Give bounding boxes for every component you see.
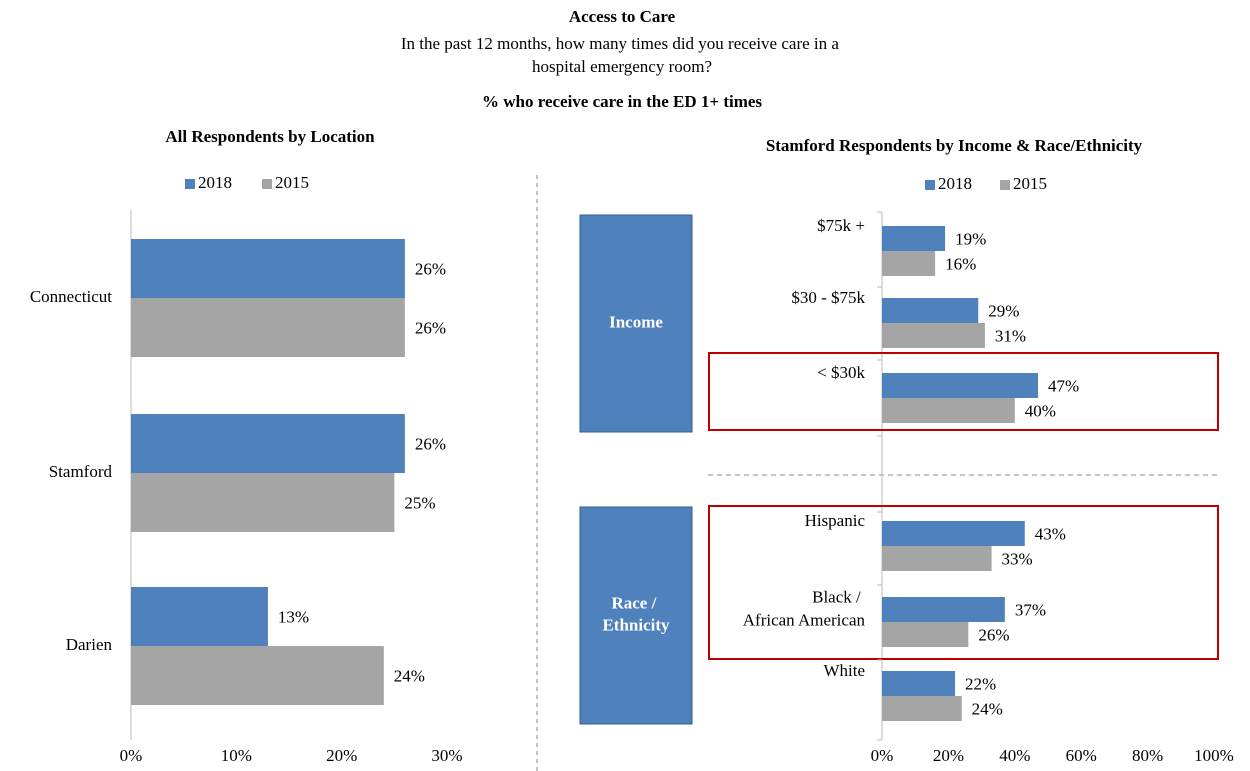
x-tick-label: 100% — [1194, 746, 1234, 765]
value-label: 33% — [1002, 549, 1033, 568]
category-label: White — [823, 661, 865, 680]
value-label: 16% — [945, 254, 976, 273]
value-label: 13% — [278, 607, 309, 626]
bar — [882, 298, 979, 323]
category-label: Hispanic — [805, 511, 866, 530]
bar — [882, 622, 969, 647]
bar — [882, 546, 992, 571]
bar — [882, 696, 962, 721]
category-label: Connecticut — [30, 287, 112, 306]
group-box — [579, 214, 693, 433]
value-label: 40% — [1025, 401, 1056, 420]
value-label: 26% — [415, 434, 446, 453]
highlight-box — [708, 352, 1219, 431]
legend-label: 2015 — [275, 173, 309, 192]
page-subtitle: In the past 12 months, how many times di… — [401, 34, 843, 76]
value-label: 43% — [1035, 524, 1066, 543]
legend-label: 2018 — [198, 173, 232, 192]
legend-label: 2015 — [1013, 174, 1047, 193]
value-label: 24% — [972, 699, 1003, 718]
category-label: < $30k — [817, 363, 865, 382]
page-title: Access to Care — [569, 7, 676, 26]
bar — [882, 373, 1039, 398]
legend-swatch — [925, 180, 935, 190]
bar — [131, 239, 405, 298]
x-tick-label: 10% — [221, 746, 252, 765]
x-tick-label: 20% — [933, 746, 964, 765]
bar — [882, 226, 946, 251]
value-label: 29% — [988, 301, 1019, 320]
bar — [131, 298, 405, 357]
bar — [131, 587, 268, 646]
chart-title: Stamford Respondents by Income & Race/Et… — [766, 136, 1143, 155]
value-label: 37% — [1015, 600, 1046, 619]
bar — [131, 473, 395, 532]
x-tick-label: 40% — [999, 746, 1030, 765]
x-tick-label: 0% — [120, 746, 143, 765]
highlight-box — [708, 505, 1219, 660]
bar — [882, 323, 985, 348]
x-tick-label: 20% — [326, 746, 357, 765]
category-label: Darien — [66, 635, 113, 654]
group-box — [579, 506, 693, 725]
value-label: 47% — [1048, 376, 1079, 395]
category-label: $75k + — [817, 216, 865, 235]
x-tick-label: 30% — [431, 746, 462, 765]
value-label: 31% — [995, 326, 1026, 345]
x-tick-label: 80% — [1132, 746, 1163, 765]
bar — [131, 414, 405, 473]
x-tick-label: 60% — [1066, 746, 1097, 765]
legend-label: 2018 — [938, 174, 972, 193]
value-label: 24% — [394, 666, 425, 685]
group-label: Income — [609, 312, 663, 331]
bar — [882, 597, 1005, 622]
value-label: 25% — [404, 493, 435, 512]
x-tick-label: 0% — [871, 746, 894, 765]
bar — [882, 251, 936, 276]
value-label: 19% — [955, 229, 986, 248]
group-label: Race / Ethnicity — [602, 593, 670, 634]
legend-swatch — [262, 179, 272, 189]
bar — [131, 646, 384, 705]
value-label: 26% — [978, 625, 1009, 644]
value-label: 26% — [415, 318, 446, 337]
bar — [882, 671, 956, 696]
legend-swatch — [185, 179, 195, 189]
category-label: Black / African American — [743, 587, 866, 629]
measure-label: % who receive care in the ED 1+ times — [482, 92, 762, 111]
chart-title: All Respondents by Location — [165, 127, 375, 146]
legend-swatch — [1000, 180, 1010, 190]
category-label: Stamford — [49, 462, 113, 481]
value-label: 22% — [965, 674, 996, 693]
bar — [882, 521, 1025, 546]
bar — [882, 398, 1015, 423]
category-label: $30 - $75k — [791, 288, 865, 307]
value-label: 26% — [415, 259, 446, 278]
